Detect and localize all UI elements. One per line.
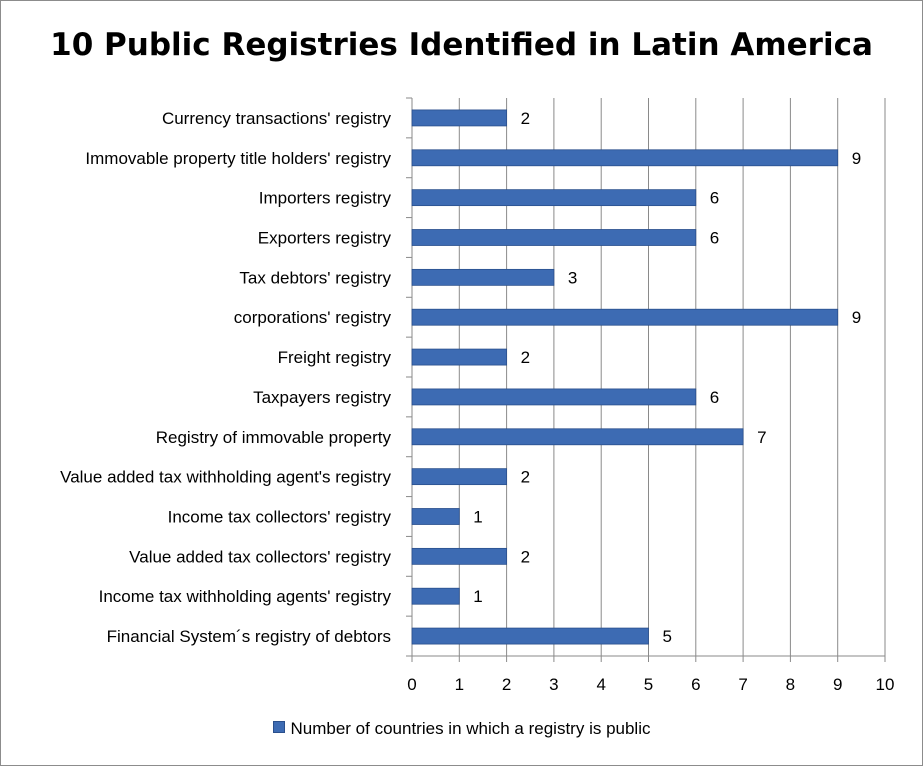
- data-label: 6: [710, 388, 719, 407]
- x-tick-label: 9: [833, 675, 842, 694]
- data-label: 2: [521, 109, 530, 128]
- bar: [411, 547, 507, 565]
- bar: [411, 627, 649, 645]
- x-tick-label: 6: [691, 675, 700, 694]
- y-tick-label: Registry of immovable property: [156, 428, 392, 447]
- x-tick-label: 10: [876, 675, 895, 694]
- data-label: 2: [521, 348, 530, 367]
- y-tick-label: Importers registry: [259, 189, 392, 208]
- y-tick-label: Immovable property title holders' regist…: [85, 149, 391, 168]
- bar: [411, 109, 507, 127]
- legend-label: Number of countries in which a registry …: [290, 719, 651, 738]
- y-tick-label: Value added tax collectors' registry: [129, 547, 391, 566]
- x-tick-label: 3: [549, 675, 558, 694]
- y-tick-label: Currency transactions' registry: [162, 109, 392, 128]
- data-label: 1: [473, 508, 482, 527]
- y-tick-label: Freight registry: [278, 348, 392, 367]
- y-tick-label: Income tax withholding agents' registry: [99, 587, 392, 606]
- bar: [411, 308, 839, 326]
- data-label: 2: [521, 547, 530, 566]
- x-tick-label: 4: [596, 675, 605, 694]
- data-label: 5: [663, 627, 672, 646]
- y-tick-label: Financial System´s registry of debtors: [107, 627, 391, 646]
- bar: [411, 348, 507, 366]
- x-tick-label: 8: [786, 675, 795, 694]
- y-tick-label: Exporters registry: [258, 229, 392, 248]
- y-tick-label: Taxpayers registry: [253, 388, 391, 407]
- x-tick-label: 2: [502, 675, 511, 694]
- bar: [411, 428, 744, 446]
- x-tick-label: 5: [644, 675, 653, 694]
- y-tick-label: corporations' registry: [234, 308, 392, 327]
- bar: [411, 587, 460, 605]
- bar: [411, 189, 697, 207]
- chart-legend: Number of countries in which a registry …: [1, 719, 922, 739]
- data-label: 2: [521, 468, 530, 487]
- data-label: 1: [473, 587, 482, 606]
- legend-swatch: [272, 721, 285, 733]
- bar: [411, 388, 697, 406]
- data-label: 9: [852, 149, 861, 168]
- data-label: 3: [568, 268, 577, 287]
- data-label: 6: [710, 229, 719, 248]
- x-tick-label: 7: [738, 675, 747, 694]
- bar: [411, 268, 555, 286]
- bar: [411, 229, 697, 246]
- x-tick-label: 0: [407, 675, 416, 694]
- y-tick-label: Income tax collectors' registry: [168, 508, 392, 527]
- bar: [411, 468, 507, 486]
- data-label: 9: [852, 308, 861, 327]
- bar: [411, 508, 460, 525]
- bar: [411, 149, 839, 167]
- data-label: 7: [757, 428, 766, 447]
- chart-title: 10 Public Registries Identified in Latin…: [50, 27, 873, 63]
- x-tick-label: 1: [455, 675, 464, 694]
- y-tick-label: Value added tax withholding agent's regi…: [60, 468, 391, 487]
- y-tick-label: Tax debtors' registry: [239, 268, 391, 287]
- data-label: 6: [710, 189, 719, 208]
